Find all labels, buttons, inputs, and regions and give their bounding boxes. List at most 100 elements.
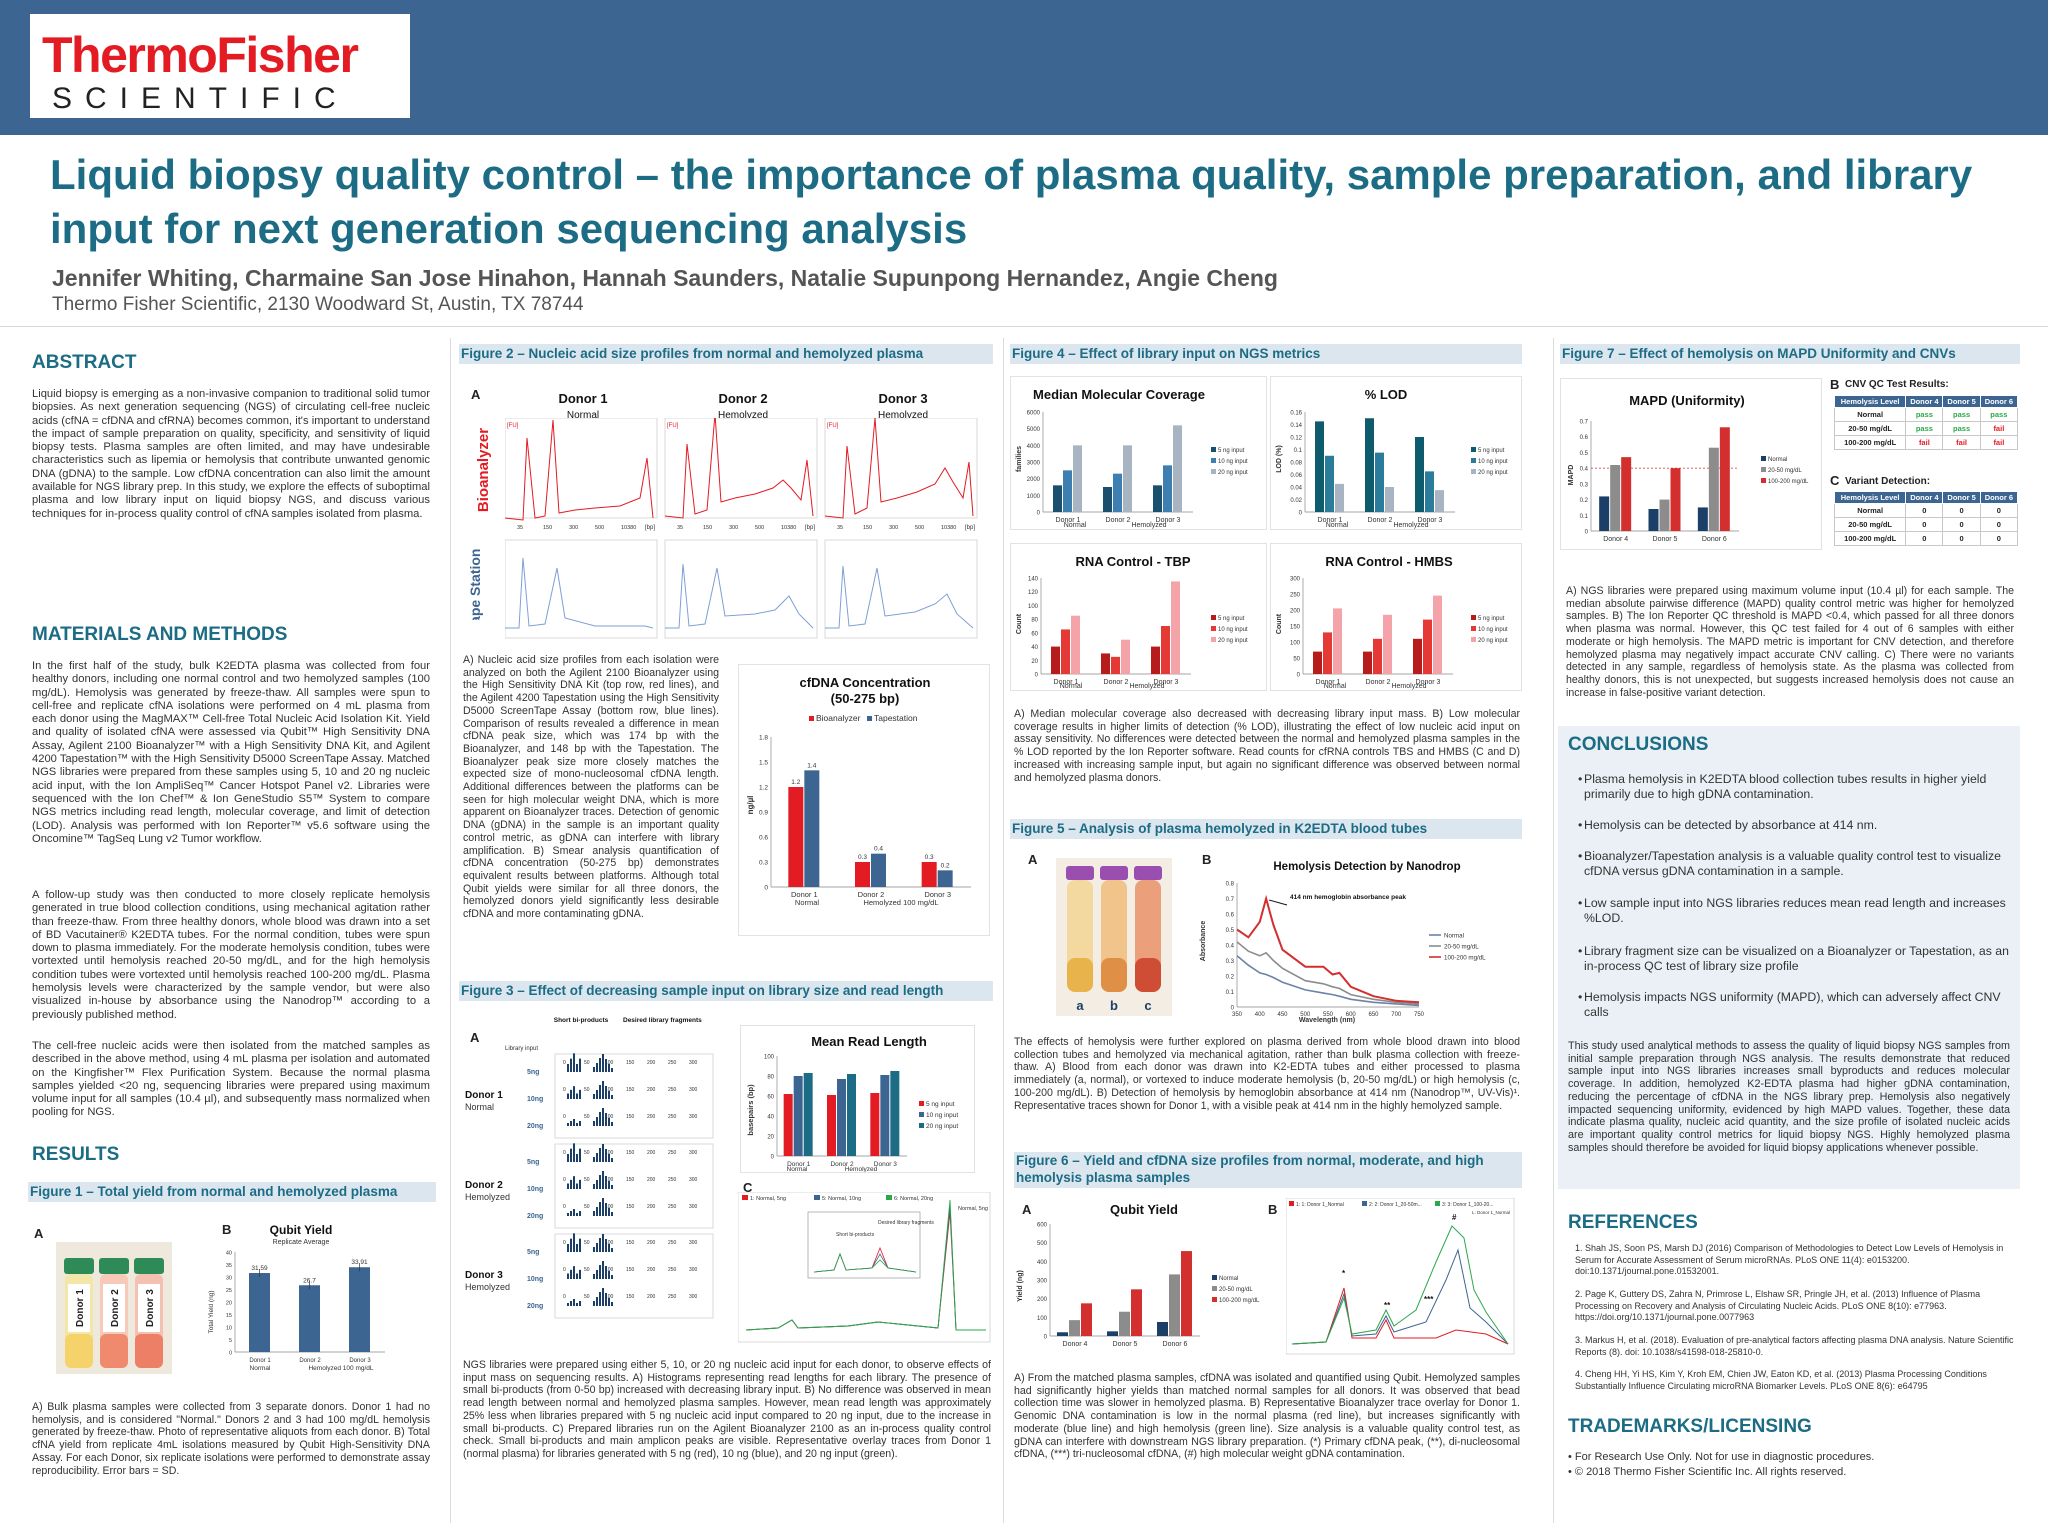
fig2-donor3-cond: Hemolyzed xyxy=(877,410,929,421)
bp-tick-label: 150 xyxy=(863,525,872,531)
x-tick-label: 350 xyxy=(1232,1012,1243,1018)
hist-bar xyxy=(602,1108,604,1126)
methods-paragraph-3: The cell-free nucleic acids were then is… xyxy=(32,1040,430,1119)
hist-tick-label: 0 xyxy=(563,1114,566,1120)
bar xyxy=(880,1075,890,1156)
y-tick-label: 0.04 xyxy=(1290,486,1302,492)
row-donor-label: Donor 2 xyxy=(465,1180,503,1191)
hist-bar xyxy=(605,1113,607,1126)
hist-tick-label: 150 xyxy=(626,1114,635,1120)
legend-swatch xyxy=(742,1195,748,1200)
hist-tick-label: 150 xyxy=(626,1060,635,1066)
bar xyxy=(1171,581,1180,674)
figure6-caption: A) From the matched plasma samples, cfDN… xyxy=(1014,1372,1520,1461)
bar xyxy=(871,853,886,887)
bar xyxy=(1610,465,1621,531)
hist-bar xyxy=(573,1299,575,1306)
hist-bar xyxy=(602,1198,604,1216)
methods-paragraph-2: A follow-up study was then conducted to … xyxy=(32,889,430,1021)
fig4d-group-normal: Normal xyxy=(1324,683,1347,690)
tube-letter-b: b xyxy=(1110,998,1118,1013)
legend-swatch xyxy=(1212,1286,1217,1291)
hist-tick-label: 150 xyxy=(626,1267,635,1273)
category-label: Donor 3 xyxy=(924,890,951,899)
bioanalyzer-trace xyxy=(824,418,974,519)
var-cell: 0 xyxy=(1905,503,1944,518)
hist-tick-label: 150 xyxy=(626,1294,635,1300)
bioanalyzer-trace xyxy=(505,419,654,521)
y-tick-label: 80 xyxy=(767,1075,774,1081)
row-condition-label: Normal xyxy=(465,1102,494,1112)
bar xyxy=(1169,1274,1180,1336)
hist-bar xyxy=(576,1123,578,1126)
row-condition-label: Hemolyzed xyxy=(465,1282,510,1292)
hist-bar xyxy=(599,1175,601,1189)
fig2b-title: cfDNA Concentration xyxy=(800,675,931,690)
trademark-item: • © 2018 Thermo Fisher Scientific Inc. A… xyxy=(1568,1466,1847,1478)
references-heading: REFERENCES xyxy=(1568,1212,1698,1233)
legend-swatch xyxy=(1211,447,1216,452)
hist-tick-label: 300 xyxy=(689,1087,698,1093)
fig3-panel-c-label: C xyxy=(743,1180,753,1195)
tube-c xyxy=(1134,866,1162,992)
row-donor-label: Donor 1 xyxy=(465,1090,503,1101)
legend-swatch xyxy=(919,1123,924,1128)
bp-label: [bp] xyxy=(805,525,815,531)
hist-bar xyxy=(596,1090,598,1099)
category-label: Donor 1 xyxy=(1056,517,1081,524)
hist-tick-label: 300 xyxy=(689,1294,698,1300)
hist-tick-label: 150 xyxy=(626,1204,635,1210)
fig7a-ylabel: MAPD xyxy=(1568,465,1575,486)
fig3-mrl-panel: Mean Read Length basepairs (bp) Normal H… xyxy=(740,1025,975,1173)
data-label: 0.4 xyxy=(874,846,883,853)
var-cell: 0 xyxy=(1905,517,1944,532)
y-tick-label: 4000 xyxy=(1027,444,1041,450)
hist-tick-label: 200 xyxy=(647,1294,656,1300)
hist-bar xyxy=(599,1265,601,1279)
y-tick-label: 0 xyxy=(1297,673,1301,679)
peak-mark: # xyxy=(1452,1213,1457,1222)
hist-bar xyxy=(599,1238,601,1252)
y-tick-label: 5000 xyxy=(1027,427,1041,433)
abstract-heading: ABSTRACT xyxy=(32,352,137,373)
fig3-histograms: Short bi-products Desired library fragmen… xyxy=(465,1017,714,1319)
fig5-nanodrop-chart: Hemolysis Detection by Nanodrop Absorban… xyxy=(1200,861,1486,1024)
abstract-text: Liquid biopsy is emerging as a non-invas… xyxy=(32,388,430,520)
cnv-th-level: Hemolysis Level xyxy=(1833,395,1907,408)
fig7-panel-b-label: B xyxy=(1830,377,1840,392)
column-divider xyxy=(1003,338,1004,1523)
fig2-bioanalyzer-label: Bioanalyzer xyxy=(475,428,492,512)
hist-bar xyxy=(602,1171,604,1189)
tube-label-1: Donor 1 xyxy=(75,1289,86,1327)
y-tick-label: 0.14 xyxy=(1290,423,1302,429)
fig1-qubit-chart: Qubit Yield Replicate Average Total Yiel… xyxy=(208,1223,385,1372)
hist-bar xyxy=(608,1271,610,1279)
bar xyxy=(1621,457,1632,531)
hist-bar xyxy=(611,1158,613,1162)
tube-label-2: Donor 2 xyxy=(110,1289,121,1327)
fig4b-ylabel: LOD (%) xyxy=(1276,445,1283,473)
y-tick-label: 0.06 xyxy=(1290,473,1302,479)
figure7-title: Figure 7 – Effect of hemolysis on MAPD U… xyxy=(1560,344,2020,364)
y-tick-label: 0 xyxy=(764,885,768,892)
fig1-panel-b-label: B xyxy=(222,1222,232,1237)
hist-bar xyxy=(573,1233,575,1252)
hist-tick-label: 50 xyxy=(584,1087,590,1093)
y-tick-label: 50 xyxy=(1293,657,1300,663)
hist-bar xyxy=(570,1121,572,1126)
legend-label: 20-50 mg/dL xyxy=(1219,1287,1253,1293)
hist-tick-label: 0 xyxy=(563,1267,566,1273)
bar xyxy=(1670,468,1681,531)
y-tick-label: 20 xyxy=(226,1301,232,1307)
y-tick-label: 35 xyxy=(226,1263,232,1269)
fig1-panel-a-label: A xyxy=(34,1226,44,1241)
hist-bar xyxy=(576,1183,578,1189)
hist-bar xyxy=(596,1063,598,1072)
hist-bar xyxy=(611,1122,613,1126)
hist-bar xyxy=(579,1238,581,1252)
hist-bar xyxy=(608,1064,610,1072)
y-tick-label: 0 xyxy=(1035,673,1039,679)
column-divider xyxy=(1553,338,1554,1523)
hist-tick-label: 0 xyxy=(563,1294,566,1300)
hist-tick-label: 250 xyxy=(668,1150,677,1156)
